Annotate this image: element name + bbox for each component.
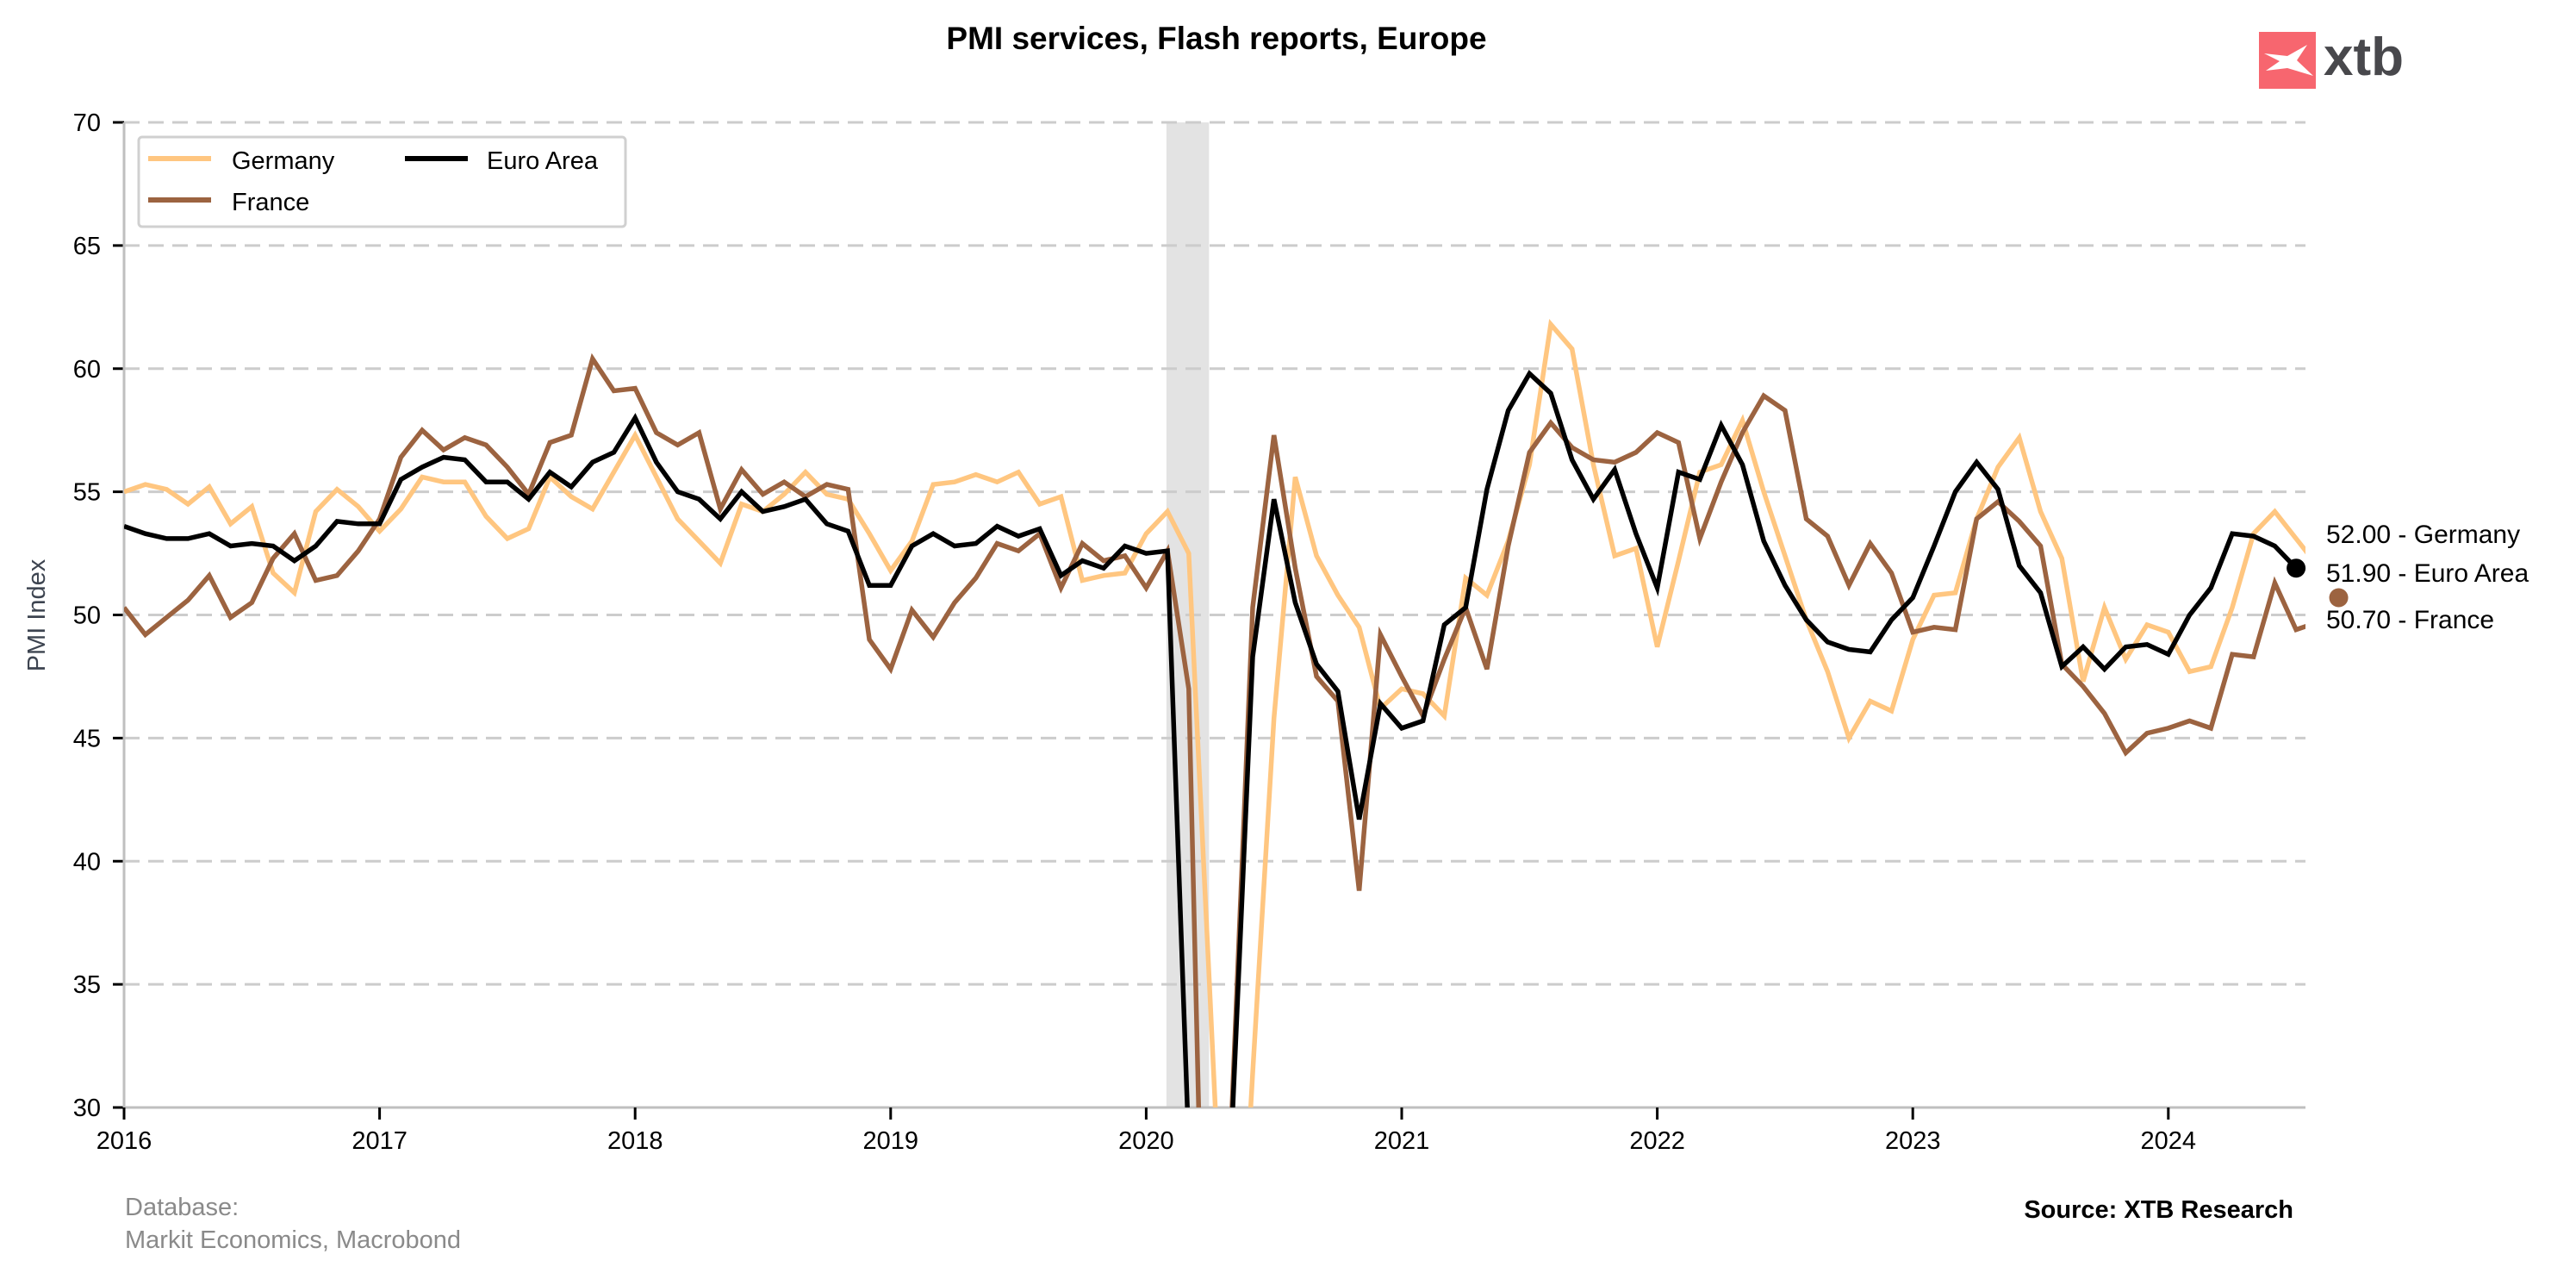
- database-label: Database:: [125, 1194, 239, 1221]
- y-tick-label: 55: [73, 479, 101, 507]
- legend-item-euro-area: Euro Area: [405, 147, 599, 175]
- series-line-france: [124, 353, 2305, 1107]
- x-tick-label: 2024: [2141, 1127, 2197, 1155]
- y-tick-label: 30: [73, 1095, 101, 1122]
- legend-item-germany: Germany: [148, 147, 335, 175]
- series-line-germany: [124, 318, 2305, 1107]
- x-tick-label: 2016: [96, 1127, 152, 1155]
- legend-label-euro-area: Euro Area: [487, 147, 599, 175]
- x-tick-label: 2017: [352, 1127, 408, 1155]
- database-sources: Markit Economics, Macrobond: [125, 1226, 461, 1254]
- y-tick-label: 60: [73, 356, 101, 384]
- x-tick-label: 2019: [863, 1127, 919, 1155]
- xtb-logo-x-glyph-icon: [2264, 45, 2313, 76]
- x-tick-label: 2018: [607, 1127, 663, 1155]
- legend-item-france: France: [148, 189, 309, 216]
- legend-label-france: France: [232, 189, 309, 216]
- end-label-euro-area: 51.90 - Euro Area: [2326, 559, 2529, 588]
- y-axis-label: PMI Index: [23, 558, 51, 671]
- source-credit: Source: XTB Research: [2024, 1196, 2293, 1224]
- xtb-logo-text: xtb: [2324, 28, 2404, 87]
- chart-title: PMI services, Flash reports, Europe: [946, 21, 1486, 56]
- y-tick-label: 40: [73, 848, 101, 876]
- end-label-france: 50.70 - France: [2326, 606, 2494, 634]
- x-tick-label: 2022: [1629, 1127, 1685, 1155]
- x-tick-label: 2023: [1885, 1127, 1941, 1155]
- endpoint-marker-france: [2329, 588, 2349, 608]
- y-tick-label: 65: [73, 233, 101, 260]
- series-line-euro-area: [124, 370, 2299, 1107]
- endpoint-layer: [2287, 558, 2349, 608]
- x-tick-label: 2021: [1374, 1127, 1430, 1155]
- y-tick-label: 35: [73, 971, 101, 999]
- y-tick-label: 50: [73, 602, 101, 630]
- legend-label-germany: Germany: [232, 147, 335, 175]
- y-tick-label: 45: [73, 725, 101, 752]
- endpoint-marker-euro-area: [2287, 558, 2306, 578]
- legend: Germany France Euro Area: [137, 135, 627, 228]
- x-tick-label: 2020: [1118, 1127, 1174, 1155]
- legend-frame: [137, 135, 627, 228]
- gridlines: [124, 121, 2305, 1109]
- y-tick-label: 70: [73, 109, 101, 137]
- end-label-germany: 52.00 - Germany: [2326, 521, 2520, 549]
- xtb-logo: xtb: [2259, 28, 2404, 89]
- series-layer: [124, 318, 2305, 1107]
